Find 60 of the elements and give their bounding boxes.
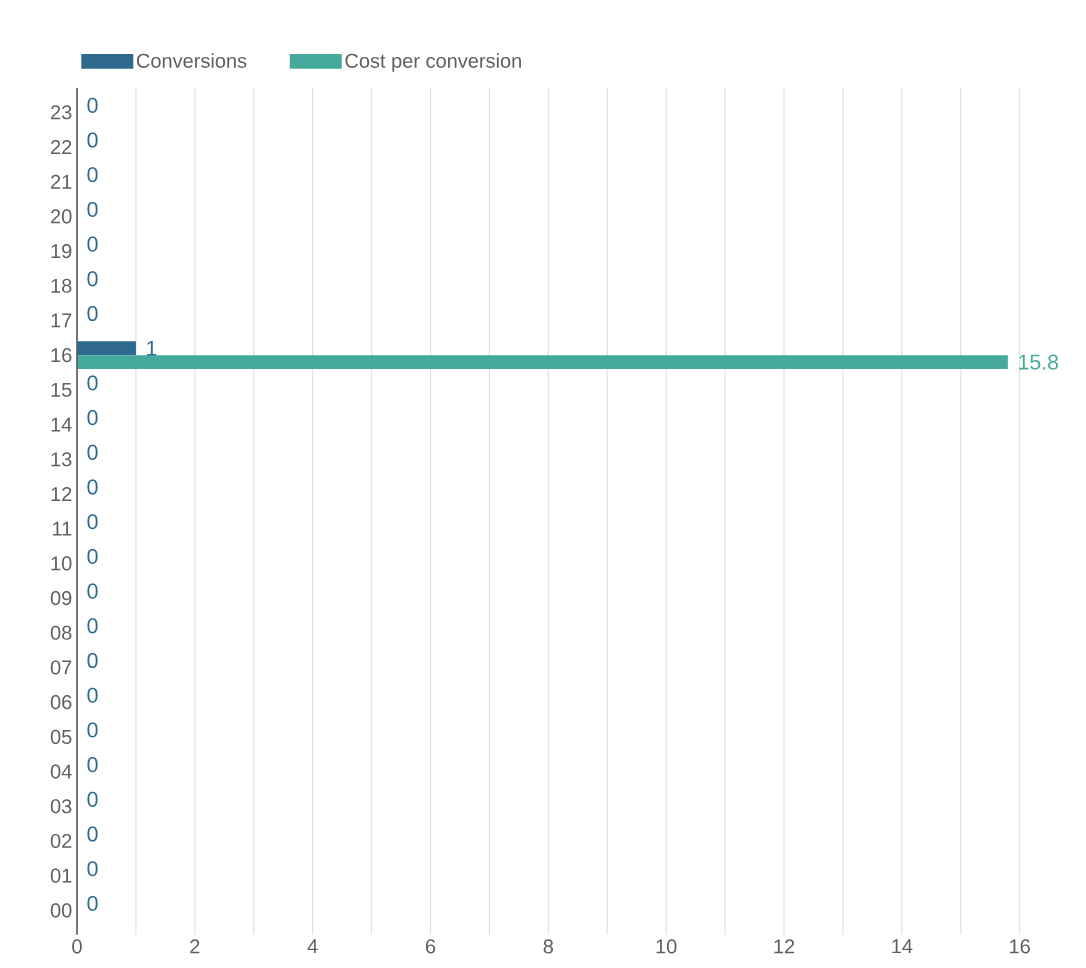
y-tick-label: 22 <box>51 139 72 154</box>
y-tick-label: 08 <box>50 625 72 640</box>
data-label: 0 <box>87 444 98 460</box>
y-tick-label: 09 <box>50 590 72 606</box>
legend-label: Conversions <box>136 53 247 68</box>
data-label: 0 <box>87 479 98 495</box>
y-tick-label: 05 <box>50 729 72 744</box>
data-label: 0 <box>87 410 98 426</box>
data-label: 0 <box>87 895 98 911</box>
y-tick-label: 10 <box>51 556 72 571</box>
data-label: 0 <box>87 791 98 807</box>
y-tick-label: 00 <box>50 903 72 918</box>
y-tick-label: 01 <box>50 868 72 883</box>
x-tick-label: 8 <box>543 939 554 954</box>
y-tick-label: 17 <box>51 313 72 328</box>
data-label: 0 <box>87 687 98 703</box>
y-tick-label: 13 <box>51 452 72 467</box>
data-label: 0 <box>87 618 98 634</box>
data-label: 1 <box>147 340 157 356</box>
data-label: 0 <box>87 236 98 252</box>
data-label: 0 <box>87 305 98 322</box>
y-tick-label: 23 <box>51 105 72 120</box>
x-tick-label: 10 <box>656 939 677 954</box>
data-label: 0 <box>87 826 98 842</box>
y-tick-label: 12 <box>51 486 72 501</box>
data-label: 0 <box>87 271 98 287</box>
data-label: 15.8 <box>1019 354 1059 370</box>
y-tick-label: 02 <box>50 833 72 849</box>
data-label: 0 <box>87 652 98 669</box>
x-tick-label: 6 <box>425 939 436 954</box>
data-label: 0 <box>87 722 98 738</box>
y-tick-label: 19 <box>51 243 72 259</box>
x-tick-label: 12 <box>774 939 795 954</box>
data-label: 0 <box>87 861 98 877</box>
y-tick-label: 21 <box>51 174 72 189</box>
x-tick-label: 2 <box>190 939 200 954</box>
data-label: 0 <box>87 757 98 773</box>
data-label: 0 <box>87 201 98 217</box>
x-tick-label: 4 <box>307 939 318 954</box>
y-tick-label: 03 <box>50 799 72 814</box>
x-tick-label: 14 <box>892 939 913 954</box>
x-tick-label: 0 <box>72 939 82 954</box>
y-tick-label: 07 <box>50 660 72 675</box>
y-tick-label: 11 <box>53 521 72 536</box>
data-label: 0 <box>87 583 98 599</box>
data-label: 0 <box>87 97 98 113</box>
y-tick-label: 04 <box>50 764 72 779</box>
data-label: 0 <box>87 548 98 564</box>
data-label: 0 <box>87 514 98 530</box>
x-tick-label: 16 <box>1010 939 1030 954</box>
y-tick-label: 06 <box>50 695 72 710</box>
y-tick-label: 16 <box>51 348 72 363</box>
data-label: 0 <box>87 132 98 148</box>
y-tick-label: 15 <box>51 382 72 397</box>
y-tick-label: 14 <box>51 417 72 432</box>
y-tick-label: 18 <box>51 278 72 293</box>
legend-label: Cost per conversion <box>345 53 521 72</box>
data-label: 0 <box>87 375 98 391</box>
y-tick-label: 20 <box>51 209 72 224</box>
data-label: 0 <box>87 167 98 183</box>
